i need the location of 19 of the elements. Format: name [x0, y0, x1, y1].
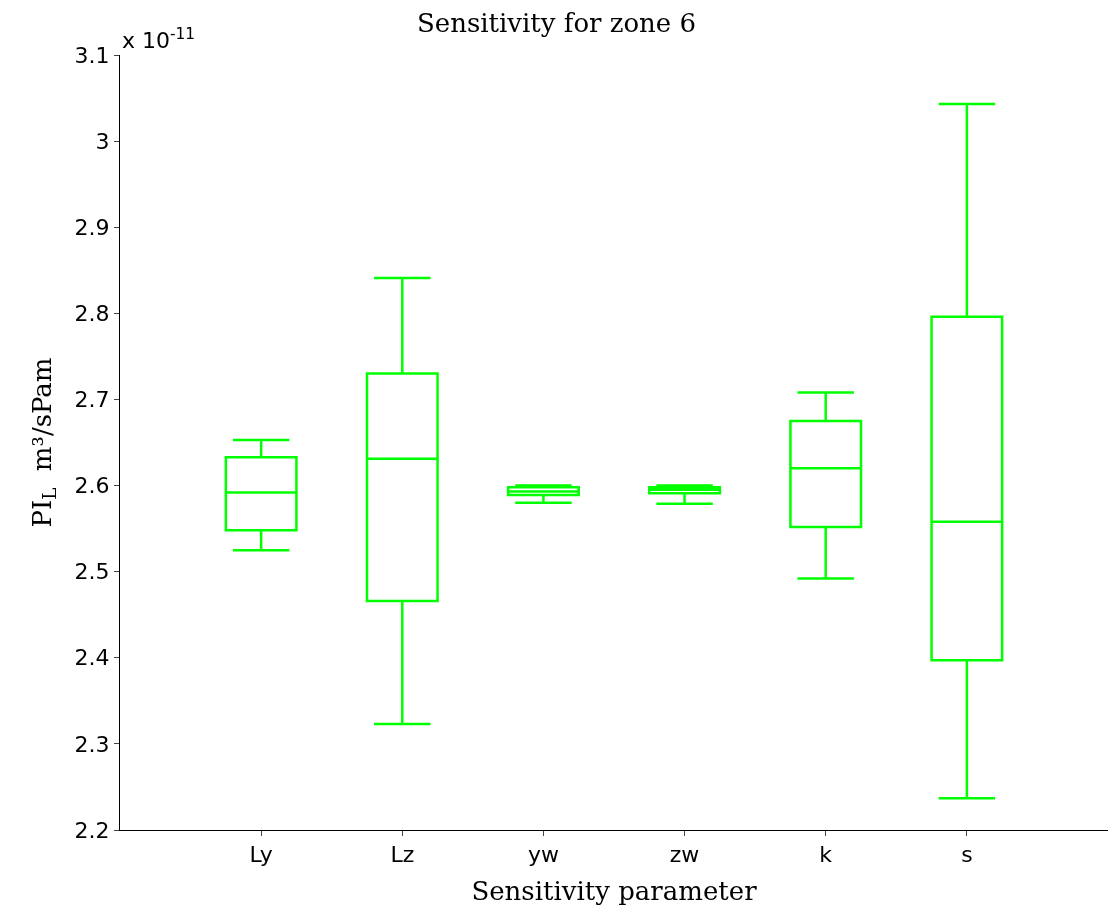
y-tick-label: 3	[95, 128, 110, 154]
y-tick-label: 2.4	[74, 645, 110, 671]
y-tick-label: 2.5	[74, 559, 110, 585]
x-tick-label: yw	[527, 842, 559, 868]
y-tick-label: 2.2	[74, 817, 110, 843]
y-tick-label: 2.6	[74, 473, 110, 499]
y-tick-label: 2.9	[74, 214, 110, 240]
x-tick-label: zw	[669, 842, 700, 868]
x-tick-label: Ly	[249, 842, 273, 868]
y-tick-label: 3.1	[74, 42, 110, 68]
chart-title: Sensitivity for zone 6	[416, 8, 697, 38]
text: x 10$^{-11}$	[122, 25, 196, 54]
y-tick-label: 2.7	[74, 387, 110, 413]
x-tick-label: k	[819, 842, 833, 868]
x-tick-label: Lz	[390, 842, 415, 868]
y-tick-label: 2.8	[74, 301, 110, 327]
x-axis-title: Sensitivity parameter	[471, 876, 758, 907]
x-tick-label: s	[961, 842, 973, 868]
y-tick-label: 2.3	[74, 731, 110, 757]
